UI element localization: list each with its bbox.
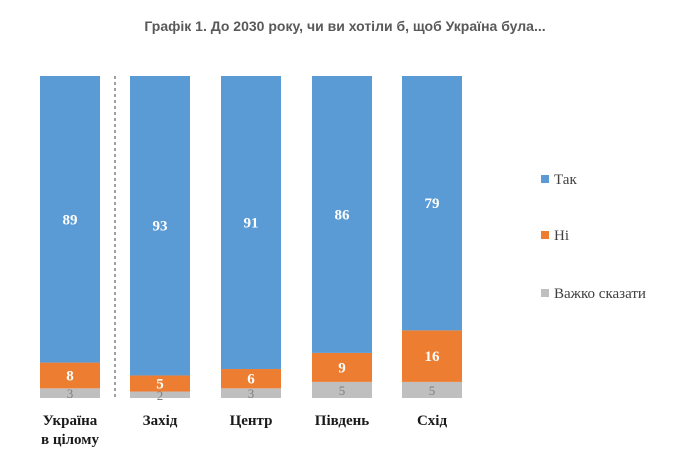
bar-segment-3-1 [312,352,372,382]
category-labels-layer: Україна в цілому Захід Центр Південь Схід [41,413,447,448]
value-label-4-1: 16 [425,349,441,365]
value-label-1-0: 2 [157,388,164,403]
bar-segment-0-1 [40,362,100,389]
bar-segment-0-0 [40,388,100,398]
value-label-2-1: 6 [247,372,255,388]
legend: Так Ні Важко сказати [541,172,646,302]
legend-swatch-1 [541,231,549,239]
bar-segment-4-1 [402,330,462,382]
bar-segment-3-2 [312,76,372,353]
legend-label-1: Ні [554,228,569,244]
legend-swatch-2 [541,289,549,297]
value-label-0-2: 89 [63,212,78,228]
value-label-3-1: 9 [338,360,346,376]
category-label-1-0: Захід [143,413,178,429]
value-label-4-0: 5 [429,383,436,398]
bar-segment-2-0 [221,388,281,398]
bar-segment-2-1 [221,369,281,389]
value-label-0-0: 3 [67,386,74,401]
value-label-2-2: 91 [244,216,259,232]
bar-segment-4-2 [402,76,462,331]
legend-label-2: Важко сказати [554,286,646,302]
value-label-3-2: 86 [335,207,351,223]
bars-layer [40,76,462,398]
category-label-0-0: Україна [43,413,98,429]
legend-label-0: Так [554,172,577,188]
value-label-1-1: 5 [156,377,164,393]
bar-segment-3-0 [312,381,372,398]
chart-title: Графік 1. До 2030 року, чи ви хотіли б, … [144,18,546,34]
category-label-2-0: Центр [230,413,273,429]
category-label-0-1: в цілому [41,432,100,448]
value-label-0-1: 8 [66,368,74,384]
value-label-3-0: 5 [339,383,346,398]
legend-swatch-0 [541,175,549,183]
value-label-4-2: 79 [425,196,440,212]
value-label-1-2: 93 [153,219,168,235]
category-label-4-0: Схід [417,413,448,429]
bar-segment-4-0 [402,381,462,398]
bar-segment-1-1 [130,375,190,392]
category-label-3-0: Південь [315,413,369,429]
bar-segment-1-0 [130,391,190,398]
bar-segment-1-2 [130,76,190,376]
bar-segment-2-2 [221,76,281,370]
value-label-2-0: 3 [248,386,255,401]
bar-segment-0-2 [40,76,100,363]
